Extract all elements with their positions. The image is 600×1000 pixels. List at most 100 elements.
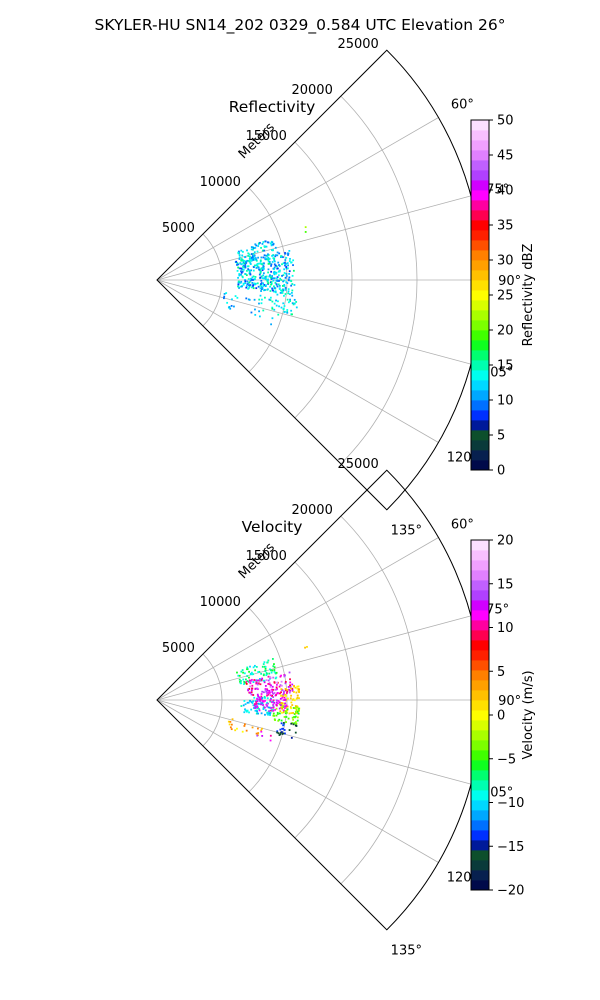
azimuth-tick-label: 90° — [498, 274, 521, 289]
data-point — [282, 722, 285, 724]
data-point — [256, 706, 259, 709]
data-point — [291, 688, 294, 691]
data-point — [251, 673, 254, 676]
data-point — [295, 722, 298, 725]
data-point — [294, 715, 297, 718]
colorbar-segment — [471, 830, 489, 841]
data-point — [227, 720, 230, 723]
data-point — [256, 734, 259, 737]
data-point — [248, 688, 251, 690]
data-point — [240, 249, 243, 252]
data-point — [293, 302, 296, 305]
colorbar-segment — [471, 630, 489, 641]
data-point — [256, 705, 259, 708]
data-point — [283, 305, 286, 307]
azimuth-tick-label: 60° — [451, 518, 474, 533]
data-point — [249, 263, 252, 265]
colorbar-segment — [471, 150, 489, 161]
data-point — [276, 254, 279, 257]
data-point — [260, 246, 262, 249]
data-point — [231, 298, 233, 301]
data-point — [258, 273, 261, 276]
data-point — [244, 279, 246, 281]
data-point — [242, 282, 245, 285]
data-point — [262, 704, 265, 707]
data-point — [287, 301, 290, 304]
data-point — [259, 241, 261, 244]
data-point — [238, 287, 240, 289]
data-point — [276, 731, 279, 734]
data-point — [287, 264, 289, 267]
data-point — [274, 264, 277, 267]
data-point — [257, 727, 259, 730]
data-point — [274, 719, 276, 722]
data-point — [248, 269, 250, 272]
data-point — [271, 691, 274, 693]
data-point — [266, 702, 268, 705]
data-point — [248, 253, 251, 256]
data-point — [254, 669, 257, 672]
data-point — [237, 283, 240, 286]
data-point — [255, 732, 258, 735]
data-point — [247, 298, 250, 301]
data-point — [244, 681, 246, 684]
data-point — [278, 305, 280, 308]
data-point — [258, 268, 260, 271]
data-point — [298, 697, 300, 700]
data-point — [266, 692, 268, 695]
data-point — [261, 727, 263, 730]
data-point — [251, 254, 254, 257]
data-point — [298, 691, 300, 694]
data-point — [290, 694, 293, 697]
azimuth-gridline — [156, 195, 472, 281]
data-point — [287, 288, 290, 291]
data-point — [285, 689, 287, 692]
data-point — [238, 274, 241, 277]
data-point — [287, 717, 290, 720]
data-point — [271, 688, 274, 691]
colorbar-segment — [471, 800, 489, 811]
radial-tick-label: 10000 — [200, 175, 241, 190]
data-point — [269, 694, 272, 697]
data-point — [229, 726, 232, 729]
data-point — [291, 683, 294, 686]
colorbar-segment — [471, 370, 489, 381]
data-point — [266, 705, 269, 708]
data-point — [282, 711, 285, 714]
colorbar-segment — [471, 440, 489, 451]
data-point — [269, 677, 272, 679]
data-point — [254, 276, 257, 278]
colorbar-segment — [471, 570, 489, 581]
data-point — [292, 712, 294, 714]
data-point — [229, 307, 232, 310]
data-point — [260, 275, 263, 278]
colorbar-tick-label: −20 — [497, 884, 524, 899]
data-point — [248, 676, 250, 679]
data-point — [254, 257, 257, 259]
data-point — [242, 250, 244, 253]
data-point — [272, 699, 275, 702]
data-point — [271, 241, 274, 244]
data-point — [268, 275, 271, 278]
data-point — [261, 735, 264, 737]
data-point — [279, 728, 282, 731]
data-point — [267, 260, 270, 263]
data-point — [257, 256, 260, 259]
data-point — [261, 263, 264, 266]
data-point — [254, 246, 257, 249]
data-point — [240, 270, 242, 273]
colorbar-segment — [471, 820, 489, 831]
data-point — [273, 260, 276, 263]
data-point — [260, 256, 263, 259]
colorbar-segment — [471, 360, 489, 371]
data-point — [263, 681, 266, 684]
data-point — [297, 712, 300, 715]
data-point — [256, 687, 259, 690]
figure-title: SKYLER-HU SN14_202 0329_0.584 UTC Elevat… — [94, 16, 506, 34]
data-point — [225, 292, 228, 294]
data-point — [265, 679, 268, 682]
data-point — [247, 287, 250, 290]
data-point — [230, 304, 233, 307]
data-point — [279, 269, 281, 272]
data-point — [272, 271, 275, 274]
